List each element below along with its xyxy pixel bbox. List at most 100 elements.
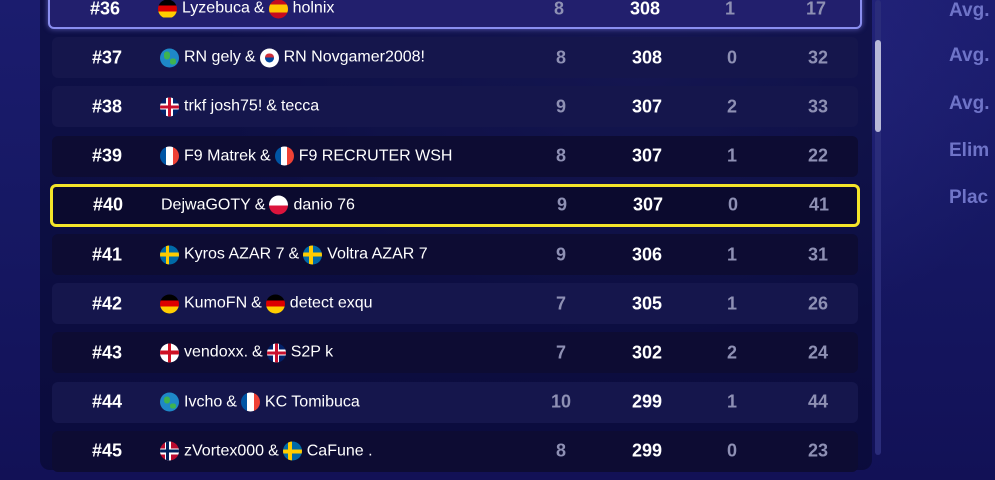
- rank-label: #38: [92, 96, 123, 117]
- points-value: 306: [631, 244, 663, 264]
- eliminations-value: 23: [807, 440, 829, 461]
- team-name: vendoxx. & S2P k: [160, 343, 333, 363]
- points-value: 302: [631, 342, 663, 363]
- eliminations-value: 22: [807, 145, 829, 166]
- points-value: 307: [632, 194, 664, 215]
- leaderboard-row[interactable]: #40 DejwaGOTY & danio 76 9 307 0 41: [50, 183, 860, 227]
- matches-value: 8: [555, 440, 566, 461]
- matches-value: 7: [555, 293, 566, 314]
- flag-gb-icon: [266, 343, 286, 363]
- flag-gb-icon: [160, 97, 179, 117]
- wins-value: 0: [727, 194, 738, 215]
- wins-value: 1: [726, 244, 737, 264]
- leaderboard-row[interactable]: #43 vendoxx. & S2P k 7 302 2 24: [52, 332, 858, 374]
- stat-label: Avg.: [949, 45, 990, 66]
- team-separator: &: [260, 147, 271, 165]
- eliminations-value: 26: [807, 293, 829, 314]
- eliminations-value: 24: [807, 342, 829, 363]
- rank-label: #41: [92, 244, 123, 264]
- player-1-name: DejwaGOTY: [161, 196, 251, 214]
- flag-fr-icon: [274, 146, 294, 166]
- leaderboard-row[interactable]: #41 Kyros AZAR 7 & Voltra AZAR 7 9 306 1…: [52, 234, 858, 275]
- flag-world-icon: [160, 392, 179, 412]
- team-name: zVortex000 & CaFune .: [160, 441, 373, 461]
- team-separator: &: [288, 245, 300, 263]
- wins-value: 2: [726, 342, 737, 363]
- eliminations-value: 32: [807, 47, 829, 68]
- team-separator: &: [226, 393, 237, 411]
- team-separator: &: [253, 0, 265, 17]
- points-value: 305: [631, 293, 663, 314]
- stat-label: Elim: [949, 140, 990, 161]
- rank-label: #37: [92, 47, 123, 68]
- player-2-name: holnix: [292, 0, 335, 17]
- stat-label: Avg.: [949, 0, 990, 21]
- points-value: 308: [631, 47, 663, 68]
- wins-value: 0: [726, 440, 737, 461]
- team-separator: &: [252, 343, 263, 361]
- scrollbar-track[interactable]: [875, 0, 881, 455]
- leaderboard-row[interactable]: #42 KumoFN & detect exqu 7 305 1 26: [52, 283, 858, 325]
- team-name: KumoFN & detect exqu: [160, 294, 373, 314]
- rank-label: #40: [93, 194, 124, 215]
- points-value: 307: [631, 96, 663, 117]
- player-1-name: F9 Matrek: [184, 147, 257, 165]
- wins-value: 1: [724, 0, 735, 18]
- stat-label: Avg.: [949, 93, 990, 114]
- flag-pl-icon: [269, 195, 289, 215]
- wins-value: 1: [726, 293, 737, 314]
- scrollbar-thumb[interactable]: [875, 40, 881, 132]
- matches-value: 10: [550, 391, 572, 412]
- matches-value: 9: [555, 244, 566, 264]
- team-separator: &: [244, 48, 256, 66]
- matches-value: 8: [555, 145, 566, 166]
- team-separator: &: [266, 97, 277, 115]
- rank-label: #36: [90, 0, 121, 18]
- team-name: Lyzebuca & holnix: [158, 0, 334, 18]
- flag-fr-icon: [160, 146, 179, 166]
- player-2-name: detect exqu: [289, 294, 373, 312]
- leaderboard-row[interactable]: #36 Lyzebuca & holnix 8 308 1 17: [48, 0, 862, 29]
- points-value: 299: [631, 391, 663, 412]
- matches-value: 9: [555, 96, 566, 117]
- leaderboard-row[interactable]: #39 F9 Matrek & F9 RECRUTER WSH 8 307 1 …: [52, 135, 858, 177]
- matches-value: 8: [553, 0, 564, 18]
- leaderboard-row[interactable]: #45 zVortex000 & CaFune . 8 299 0 23: [52, 430, 858, 472]
- flag-de-icon: [158, 0, 177, 18]
- player-2-name: CaFune .: [306, 442, 373, 460]
- stat-label: Plac: [949, 187, 989, 208]
- team-name: Ivcho & KC Tomibuca: [160, 392, 360, 412]
- player-1-name: RN gely: [184, 48, 241, 66]
- rank-label: #43: [92, 342, 123, 363]
- rank-label: #45: [92, 440, 123, 461]
- team-name: RN gely & RN Novgamer2008!: [160, 48, 425, 68]
- team-name: F9 Matrek & F9 RECRUTER WSH: [160, 146, 452, 166]
- points-value: 308: [629, 0, 661, 18]
- player-1-name: vendoxx.: [184, 343, 249, 361]
- player-1-name: Ivcho: [184, 393, 223, 411]
- leaderboard-row[interactable]: #44 Ivcho & KC Tomibuca 10 299 1 44: [52, 381, 858, 423]
- team-separator: &: [251, 294, 262, 312]
- matches-value: 7: [555, 342, 566, 363]
- player-1-name: zVortex000: [184, 442, 265, 460]
- player-2-name: tecca: [280, 97, 320, 115]
- rank-label: #42: [92, 293, 123, 314]
- team-name: Kyros AZAR 7 & Voltra AZAR 7: [160, 245, 428, 264]
- wins-value: 2: [726, 96, 737, 117]
- player-1-name: Lyzebuca: [182, 0, 250, 17]
- team-separator: &: [254, 196, 266, 214]
- eliminations-value: 31: [807, 244, 829, 264]
- leaderboard-row[interactable]: #37 RN gely & RN Novgamer2008! 8 308 0 3…: [52, 37, 858, 79]
- player-2-name: RN Novgamer2008!: [283, 48, 425, 66]
- player-2-name: danio 76: [293, 196, 355, 214]
- rank-label: #39: [92, 145, 123, 166]
- wins-value: 0: [726, 47, 737, 68]
- flag-no-icon: [160, 441, 179, 461]
- player-2-name: KC Tomibuca: [264, 393, 360, 411]
- flag-de-icon: [265, 294, 285, 314]
- flag-eng-icon: [160, 343, 179, 363]
- leaderboard-row[interactable]: #38 trkf josh75! & tecca 9 307 2 33: [52, 86, 858, 128]
- player-1-name: KumoFN: [184, 294, 248, 312]
- flag-kr-icon: [259, 48, 279, 68]
- wins-value: 1: [726, 391, 737, 412]
